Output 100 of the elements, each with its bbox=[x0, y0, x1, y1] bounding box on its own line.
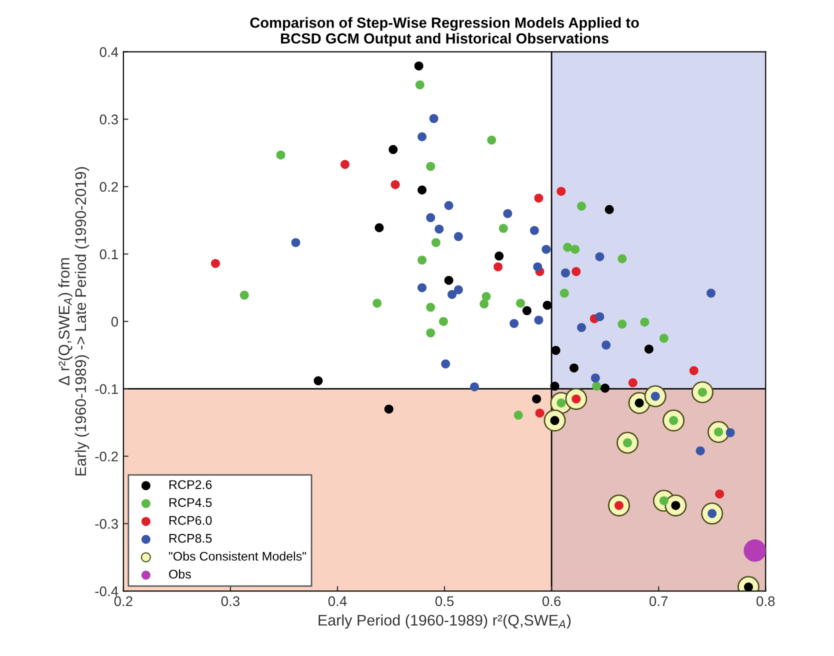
legend-label: RCP8.5 bbox=[169, 534, 212, 543]
point bbox=[530, 226, 539, 235]
point bbox=[444, 276, 454, 285]
point bbox=[715, 489, 724, 498]
point bbox=[602, 340, 611, 350]
point bbox=[618, 320, 627, 329]
point bbox=[696, 446, 705, 456]
point bbox=[572, 267, 581, 276]
point bbox=[487, 136, 496, 145]
point bbox=[640, 318, 650, 327]
point bbox=[426, 162, 436, 171]
point bbox=[372, 298, 382, 308]
point bbox=[426, 328, 436, 338]
x-tick-label: 0.2 bbox=[114, 596, 132, 606]
point bbox=[533, 262, 542, 272]
point bbox=[429, 114, 438, 124]
y-tick-label: 0.2 bbox=[100, 182, 118, 192]
point bbox=[494, 262, 503, 272]
legend-label: RCP4.5 bbox=[169, 498, 212, 507]
point bbox=[514, 410, 523, 420]
y-tick-label: -0.1 bbox=[95, 384, 118, 394]
point bbox=[570, 363, 579, 372]
point bbox=[498, 224, 508, 233]
y-tick-label: -0.3 bbox=[95, 518, 118, 529]
point bbox=[510, 318, 519, 328]
y-tick-label: -0.4 bbox=[95, 586, 118, 596]
y-tick-label: 0 bbox=[111, 316, 118, 327]
point bbox=[689, 366, 698, 376]
x-tick-label: 0.3 bbox=[221, 596, 240, 606]
point bbox=[415, 80, 424, 90]
x-tick-label: 0.7 bbox=[649, 596, 668, 606]
point bbox=[494, 252, 504, 261]
legend-label: RCP6.0 bbox=[169, 516, 212, 525]
point bbox=[644, 344, 654, 354]
y-tick-label: -0.2 bbox=[95, 452, 118, 462]
point bbox=[556, 186, 566, 196]
point bbox=[441, 359, 450, 368]
point bbox=[604, 205, 614, 214]
point bbox=[551, 346, 560, 355]
point bbox=[438, 316, 448, 326]
point bbox=[563, 242, 572, 252]
point bbox=[240, 290, 249, 300]
point bbox=[434, 224, 444, 234]
legend-label: Obs bbox=[169, 569, 191, 579]
x-tick-label: 0.5 bbox=[435, 596, 454, 606]
point bbox=[592, 382, 602, 391]
point bbox=[706, 288, 716, 298]
x-tick-label: 0.6 bbox=[542, 596, 561, 606]
point bbox=[426, 302, 436, 312]
point bbox=[418, 186, 427, 195]
point bbox=[431, 238, 440, 248]
point bbox=[560, 288, 569, 298]
point bbox=[595, 252, 604, 262]
point bbox=[314, 376, 323, 386]
x-axis-title: Early Period (1960-1989) r²(Q,SWE$_{A}$) bbox=[318, 614, 571, 629]
x-tick-label: 0.4 bbox=[328, 596, 347, 606]
point bbox=[374, 223, 384, 232]
legend-label: "Obs Consistent Models" bbox=[168, 552, 306, 561]
point bbox=[480, 299, 489, 308]
y-tick-label: 0.1 bbox=[100, 249, 118, 260]
point bbox=[744, 539, 766, 562]
point bbox=[590, 374, 600, 383]
y-tick-label: 0.4 bbox=[100, 47, 118, 57]
point bbox=[418, 132, 427, 142]
point bbox=[448, 290, 457, 299]
point bbox=[414, 61, 424, 70]
point bbox=[470, 382, 479, 392]
point bbox=[482, 292, 491, 301]
chart-title: Comparison of Step-Wise Regression Models Applied to BCSD GCM Output and Historical Observations bbox=[250, 17, 639, 47]
point bbox=[388, 145, 398, 154]
point bbox=[535, 408, 544, 418]
point bbox=[600, 384, 610, 393]
y-axis-title: Δ r²(Q,SWE$_{A}$) from Early (1960-1989) -> Late Period (1990-2019) bbox=[58, 167, 90, 476]
point bbox=[726, 428, 735, 438]
point bbox=[570, 244, 580, 254]
point bbox=[659, 334, 668, 343]
point bbox=[276, 150, 286, 160]
point bbox=[444, 201, 454, 210]
point bbox=[522, 306, 532, 316]
y-tick-label: 0.3 bbox=[100, 114, 118, 124]
point bbox=[454, 232, 463, 242]
point bbox=[628, 378, 638, 388]
point bbox=[418, 256, 427, 265]
point bbox=[577, 202, 586, 211]
point bbox=[454, 285, 463, 294]
point bbox=[503, 209, 512, 218]
point bbox=[542, 244, 551, 254]
point bbox=[418, 283, 427, 292]
x-tick-label: 0.8 bbox=[756, 596, 775, 606]
point bbox=[550, 382, 560, 391]
point bbox=[532, 394, 542, 404]
point bbox=[534, 194, 544, 203]
point bbox=[560, 268, 570, 278]
point bbox=[516, 298, 526, 308]
point bbox=[340, 160, 350, 169]
point bbox=[534, 316, 544, 325]
point bbox=[577, 323, 586, 332]
point bbox=[595, 312, 604, 322]
point bbox=[390, 180, 400, 190]
point bbox=[291, 238, 300, 248]
